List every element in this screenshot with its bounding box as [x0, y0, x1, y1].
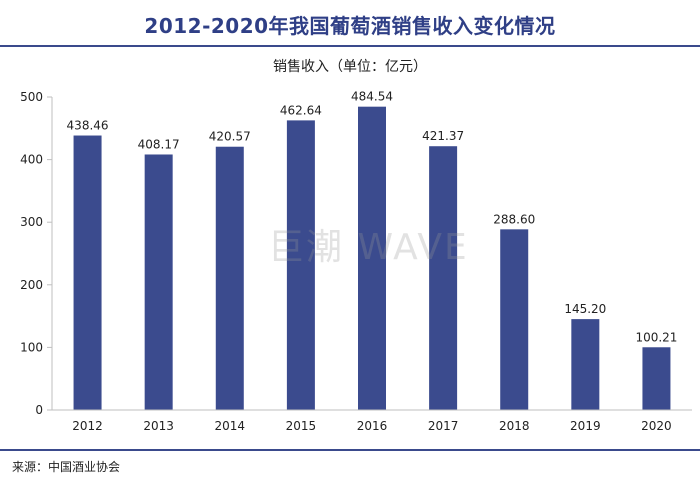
data-label-2018: 288.60	[493, 212, 535, 226]
y-tick-label: 200	[20, 278, 43, 292]
data-label-2014: 420.57	[209, 130, 251, 144]
y-tick-label: 500	[20, 90, 43, 104]
x-axis: 2012 2013 2014 2015 2016 2017 2018 2019 2020	[52, 409, 692, 433]
bar-2018	[500, 229, 529, 410]
bar-2014	[215, 146, 244, 410]
data-label-2020: 100.21	[635, 330, 677, 344]
source-note: 来源：中国酒业协会	[12, 460, 121, 474]
bar-2019	[571, 319, 600, 410]
bar-2017	[429, 146, 458, 410]
data-label-2013: 408.17	[138, 137, 180, 151]
data-label-2019: 145.20	[564, 302, 606, 316]
bars	[73, 106, 671, 410]
x-tick-label-2019: 2019	[570, 419, 601, 433]
y-tick-label: 0	[35, 403, 43, 417]
data-label-2017: 421.37	[422, 129, 464, 143]
y-tick-label: 300	[20, 215, 43, 229]
x-tick-label-2018: 2018	[499, 419, 530, 433]
data-labels: 438.46 408.17 420.57 462.64 484.54 421.37 288.…	[67, 90, 678, 345]
footer-divider	[0, 449, 700, 451]
bar-2020	[642, 347, 671, 410]
x-tick-label-2012: 2012	[72, 419, 103, 433]
bar-2016	[358, 106, 386, 410]
bar-2012	[73, 135, 102, 410]
chart-title: 2012-2020年我国葡萄酒销售收入变化情况	[144, 14, 556, 38]
x-tick-label-2013: 2013	[143, 419, 174, 433]
y-tick-label: 100	[20, 340, 43, 354]
x-tick-label-2017: 2017	[428, 419, 459, 433]
y-axis: 0 100 200 300 400 500	[20, 90, 53, 417]
x-tick-label-2014: 2014	[215, 419, 246, 433]
data-label-2016: 484.54	[351, 90, 393, 104]
data-label-2012: 438.46	[67, 119, 109, 133]
x-tick-label-2015: 2015	[286, 419, 317, 433]
chart-subtitle: 销售收入（单位：亿元）	[273, 59, 427, 75]
title-divider	[0, 45, 700, 47]
x-tick-label-2020: 2020	[641, 419, 672, 433]
bar-2013	[144, 154, 173, 410]
x-tick-label-2016: 2016	[357, 419, 388, 433]
data-label-2015: 462.64	[280, 103, 322, 117]
bar-2015	[286, 120, 315, 410]
y-tick-label: 400	[20, 153, 43, 167]
